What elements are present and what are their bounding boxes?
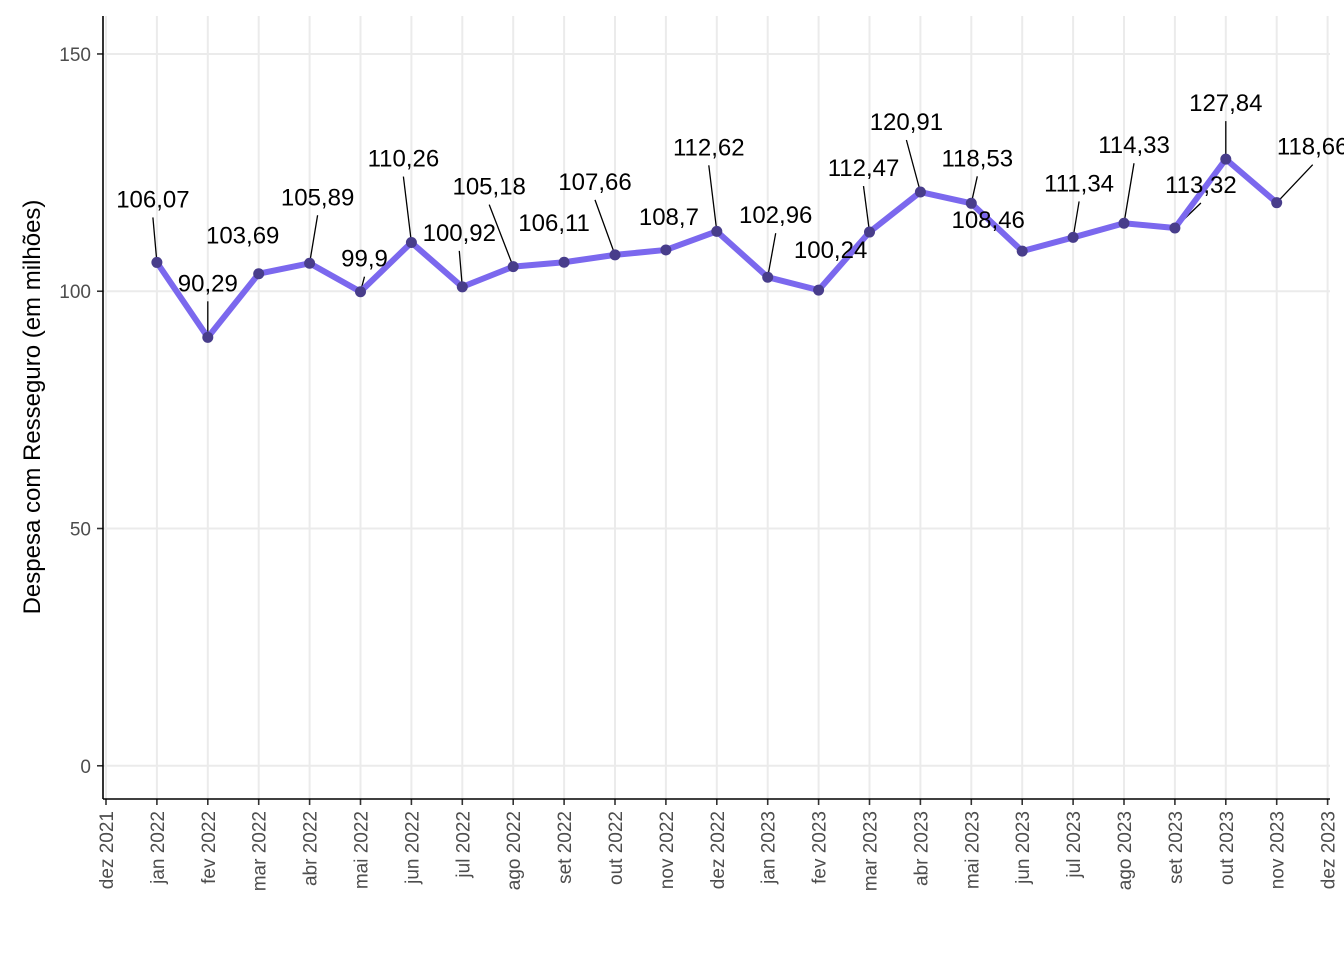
data-point — [914, 186, 926, 198]
data-point — [507, 261, 519, 273]
x-tick-label: nov 2022 — [657, 811, 678, 889]
x-tick-label: dez 2022 — [708, 811, 729, 889]
data-point — [1169, 222, 1181, 234]
data-label: 112,62 — [673, 134, 745, 161]
data-point — [813, 284, 825, 296]
x-tick-label: jun 2022 — [402, 811, 423, 885]
x-tick-label: dez 2021 — [97, 811, 118, 889]
data-label: 107,66 — [558, 169, 631, 196]
x-tick-label: mar 2022 — [250, 811, 271, 891]
data-point — [304, 257, 316, 269]
y-tick-label: 0 — [80, 757, 91, 778]
data-point — [609, 249, 621, 261]
data-label: 110,26 — [368, 146, 440, 173]
data-point — [202, 331, 214, 343]
grid — [103, 16, 1330, 799]
data-label: 120,91 — [870, 109, 943, 136]
data-label: 106,07 — [116, 186, 189, 213]
x-tick-label: jan 2023 — [759, 811, 780, 885]
y-axis-title: Despesa com Resseguro (em milhões) — [19, 200, 46, 615]
x-tick-label: out 2022 — [606, 811, 627, 885]
data-label: 106,11 — [518, 210, 590, 237]
data-label: 112,47 — [828, 155, 900, 182]
x-tick-label: set 2022 — [555, 811, 576, 884]
label-leader — [1072, 201, 1080, 238]
data-label: 118,66 — [1277, 134, 1344, 161]
data-label: 100,24 — [794, 237, 867, 264]
x-tick-label: ago 2023 — [1115, 811, 1136, 890]
label-leader — [862, 185, 871, 233]
data-point — [456, 281, 468, 293]
data-point — [965, 197, 977, 209]
label-leader — [488, 204, 514, 267]
label-leader — [1123, 163, 1135, 224]
series — [151, 153, 1283, 343]
label-leader — [458, 250, 463, 287]
data-label: 105,89 — [281, 184, 354, 211]
data-point — [1271, 197, 1283, 209]
data-label: 99,9 — [341, 246, 388, 273]
data-label: 103,69 — [206, 223, 279, 250]
label-leader — [708, 165, 718, 232]
data-label: 127,84 — [1189, 90, 1262, 117]
data-point — [762, 271, 774, 283]
data-point — [1118, 217, 1130, 229]
data-point — [1016, 245, 1028, 257]
data-label: 113,32 — [1165, 172, 1237, 199]
x-tick-label: fev 2023 — [810, 811, 831, 884]
x-tick-label: dez 2023 — [1319, 811, 1340, 889]
data-label: 111,34 — [1044, 170, 1114, 197]
data-label: 102,96 — [739, 202, 812, 229]
x-tick-label: mai 2022 — [352, 811, 373, 889]
data-label: 105,18 — [452, 174, 525, 201]
label-leader — [1276, 164, 1314, 204]
data-point — [1067, 231, 1079, 243]
data-label: 108,46 — [951, 207, 1024, 234]
x-tick-label: ago 2022 — [504, 811, 525, 890]
x-tick-label: jun 2023 — [1013, 811, 1034, 885]
x-tick-label: abr 2023 — [911, 811, 932, 886]
data-label: 118,53 — [941, 145, 1013, 172]
y-tick-label: 100 — [59, 282, 91, 303]
y-tick-label: 50 — [70, 520, 91, 541]
data-point — [151, 256, 163, 268]
label-leader — [308, 215, 319, 264]
data-point — [1220, 153, 1232, 165]
data-label: 114,33 — [1098, 132, 1170, 159]
x-tick-label: out 2023 — [1217, 811, 1238, 885]
x-tick-label: fev 2022 — [199, 811, 220, 884]
x-tick-label: mar 2023 — [861, 811, 882, 891]
data-point — [864, 226, 875, 238]
data-label: 108,7 — [639, 204, 699, 231]
x-tick-label: mai 2023 — [962, 811, 983, 889]
data-point — [355, 286, 366, 298]
x-tick-label: jan 2022 — [148, 811, 169, 885]
x-tick-label: set 2023 — [1166, 811, 1187, 884]
label-leader — [905, 139, 922, 193]
axes: 0 50 100 150 dez 2021 jan 2022 fev 2022 mar 202… — [59, 16, 1340, 891]
data-point — [711, 225, 723, 237]
data-point — [558, 256, 570, 268]
y-tick-label: 150 — [59, 45, 91, 66]
data-point — [660, 244, 672, 256]
x-tick-label: nov 2023 — [1268, 811, 1289, 889]
label-leader — [152, 217, 158, 263]
data-label: 90,29 — [178, 270, 238, 297]
label-leader — [767, 233, 777, 278]
data-point — [405, 237, 417, 249]
label-leader — [594, 199, 616, 256]
x-tick-label: jul 2023 — [1064, 811, 1085, 879]
x-tick-label: jul 2022 — [453, 811, 474, 879]
data-label: 100,92 — [423, 220, 496, 247]
data-point — [253, 268, 265, 280]
x-tick-label: abr 2022 — [301, 811, 322, 886]
label-leader — [402, 176, 413, 243]
